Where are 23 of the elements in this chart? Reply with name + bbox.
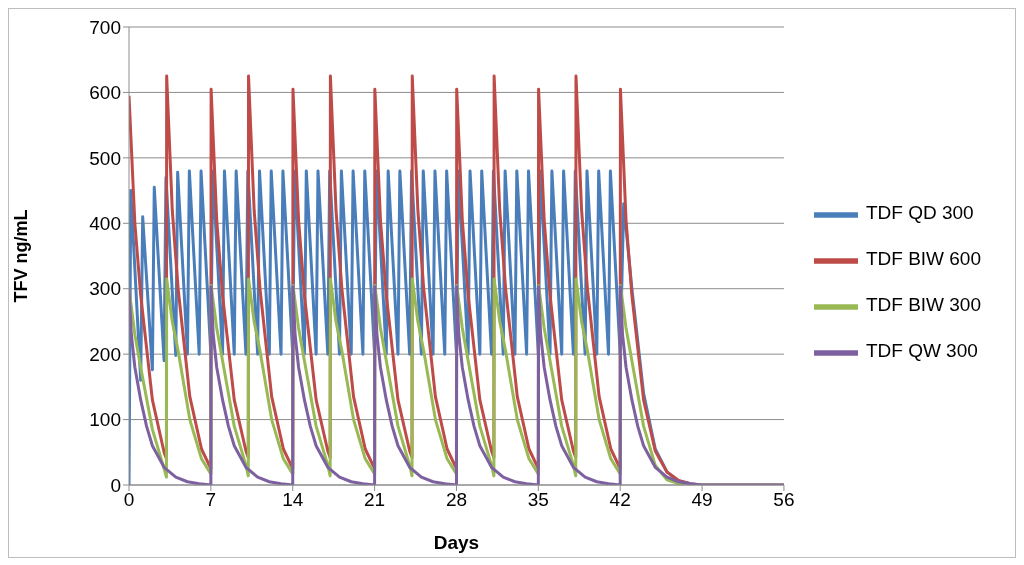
x-axis-title: Days [433, 532, 480, 553]
x-tick-label: 49 [691, 489, 713, 511]
legend-label: TDF BIW 300 [865, 294, 981, 315]
legend-label: TDF QW 300 [865, 339, 978, 361]
y-tick-label: 200 [89, 343, 121, 365]
y-axis-title: TFV ng/mL [11, 209, 32, 303]
y-tick-label: 0 [110, 474, 121, 496]
y-tick-label: 300 [89, 278, 121, 300]
x-tick-label: 56 [773, 489, 795, 511]
x-tick-label: 42 [609, 489, 631, 511]
x-tick-label: 14 [282, 489, 304, 511]
x-tick-label: 21 [364, 489, 386, 511]
x-tick-label: 35 [527, 489, 549, 511]
x-tick-label: 0 [123, 489, 135, 511]
y-tick-label: 600 [89, 82, 121, 104]
legend-label: TDF QD 300 [865, 202, 974, 224]
y-tick-label: 500 [89, 147, 121, 169]
y-tick-label: 700 [89, 16, 121, 38]
y-tick-label: 400 [89, 213, 121, 235]
x-tick-label: 7 [205, 489, 217, 511]
x-tick-label: 28 [445, 489, 468, 511]
y-tick-label: 100 [89, 409, 121, 431]
legend-label: TDF BIW 600 [865, 248, 981, 270]
